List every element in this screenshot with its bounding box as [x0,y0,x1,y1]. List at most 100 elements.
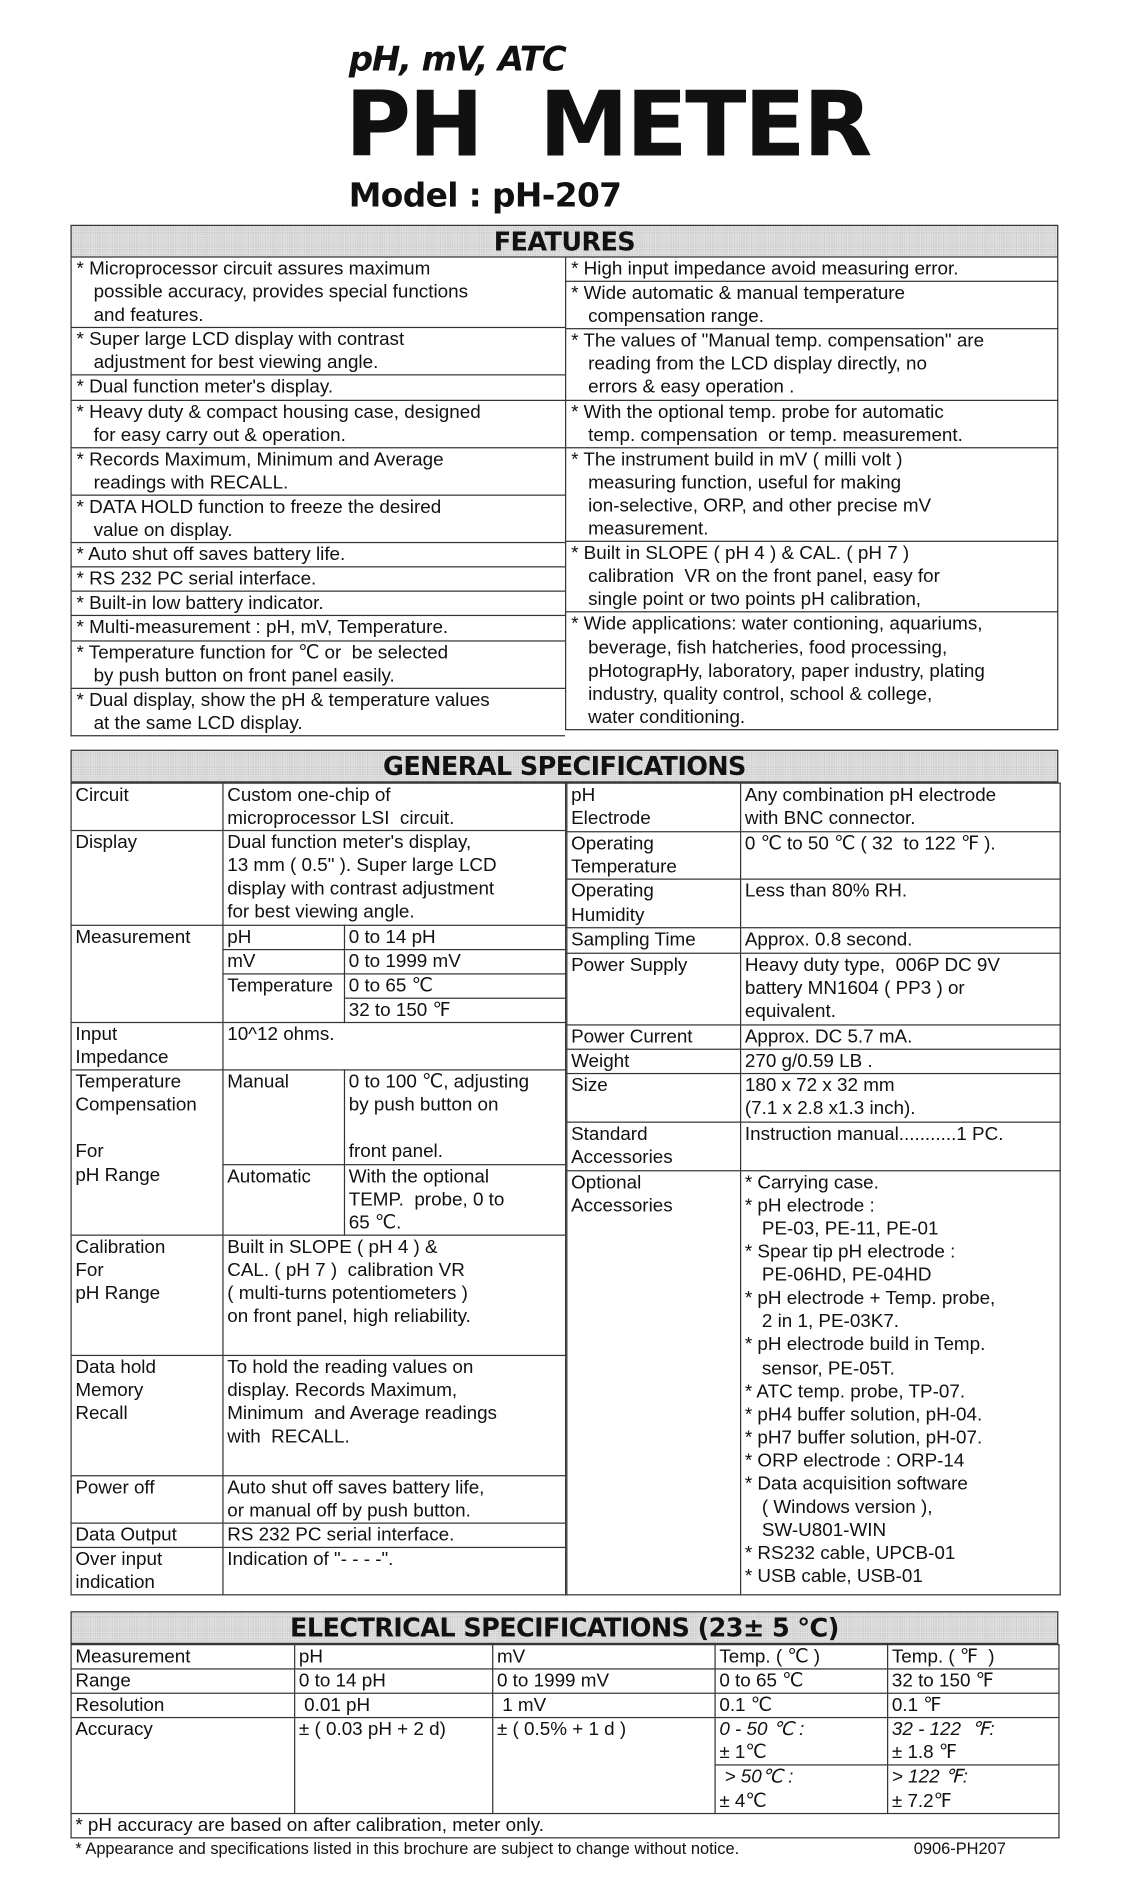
general-specs-heading: GENERAL SPECIFICATIONS [70,749,1059,783]
spec-row-temp-comp-auto: Automatic With the optional TEMP. probe, … [71,1163,567,1236]
spec-value: Less than 80% RH. [740,879,1061,929]
accessory-item: * ORP electrode : ORP-14 [744,1450,965,1472]
spec-label: Temperature Compensation For pH Range [70,1069,224,1236]
spec-value: With the optional TEMP. probe, 0 to 65 ℃… [343,1163,567,1236]
spec-value: Auto shut off saves battery life, or man… [222,1474,567,1524]
model-label: Model : pH-207 [348,177,622,216]
feature-item: * DATA HOLD function to freeze the desir… [70,495,566,544]
accessory-item: * pH electrode + Temp. probe, 2 in 1, PE… [744,1288,996,1333]
feature-item: * Dual display, show the pH & temperatur… [70,688,566,737]
spec-row-std-accessories: Standard Accessories Instruction manual..… [566,1121,1061,1172]
column-header: Temp. ( ℉ ) [887,1644,1060,1670]
table-cell: 0.01 pH [294,1692,494,1719]
spec-label: Weight [566,1048,742,1075]
subtitle: pH, mV, ATC [348,38,567,79]
table-cell: 32 - 122 ℉: ± 1.8 ℉ [887,1717,1060,1767]
spec-row-display: Display Dual function meter's display, 13… [70,830,567,926]
feature-item: * Wide applications: water contioning, a… [565,612,1059,731]
spec-label: Power Current [566,1023,742,1050]
spec-label: Over input indication [70,1546,224,1596]
feature-item: * Wide automatic & manual temperature co… [565,282,1059,330]
spec-value: 0 to 100 ℃, adjusting by push button on … [343,1069,567,1165]
row-label: Accuracy [70,1717,296,1814]
spec-row-power-supply: Power Supply Heavy duty type, 006P DC 9V … [566,952,1061,1026]
document-code: 0906-PH207 [913,1839,1006,1858]
table-cell: > 122 ℉: ± 7.2℉ [887,1764,1060,1814]
spec-value: 32 to 150 ℉ [343,997,567,1024]
spec-label: Circuit [70,782,224,832]
feature-item: * Auto shut off saves battery life. [70,543,566,568]
accuracy-value: ± 1.8 ℉ [891,1742,957,1764]
feature-item: * Temperature function for ℃ or be selec… [70,640,566,689]
spec-value: Any combination pH electrode with BNC co… [740,782,1061,832]
spec-value: 0 to 1999 mV [343,948,567,975]
spec-sublabel: Automatic [222,1163,346,1236]
optional-accessories-list: * Carrying case. * pH electrode : PE-03, … [740,1169,1061,1596]
spec-label: Sampling Time [566,927,742,954]
accuracy-range: 0 - 50 ℃ : [719,1719,805,1741]
feature-item: * With the optional temp. probe for auto… [565,400,1059,449]
feature-item: * The values of "Manual temp. compensati… [565,329,1059,401]
spec-value: Approx. DC 5.7 mA. [740,1023,1061,1050]
elec-resolution-row: Resolution 0.01 pH 1 mV 0.1 ℃ 0.1 ℉ [70,1692,1060,1719]
spec-label: Power Supply [566,952,742,1026]
accessory-item: * pH electrode : PE-03, PE-11, PE-01 [744,1195,939,1240]
accessory-item: * pH electrode build in Temp. sensor, PE… [744,1334,986,1379]
table-cell: > 50℃ : ± 4℃ [714,1764,889,1814]
spec-row-data-hold: Data hold Memory Recall To hold the readi… [70,1354,567,1477]
spec-label: Power off [70,1474,224,1524]
accuracy-range: > 122 ℉: [891,1767,968,1788]
feature-item: * Built-in low battery indicator. [70,592,566,617]
spec-value: 180 x 72 x 32 mm (7.1 x 2.8 x1.3 inch). [740,1073,1061,1123]
accessory-item: * pH7 buffer solution, pH-07. [744,1427,983,1449]
spec-row-op-temp: Operating Temperature 0 ℃ to 50 ℃ ( 32 to… [566,830,1061,881]
spec-value: 0 to 65 ℃ [343,972,567,999]
spec-value: 0 ℃ to 50 ℃ ( 32 to 122 ℉ ). [740,830,1061,881]
accuracy-value: ± 1℃ [719,1742,767,1764]
spec-sublabel: Temperature [222,972,346,1024]
electrical-specs-section: ELECTRICAL SPECIFICATIONS (23± 5 ℃) Meas… [70,1611,1060,1839]
features-left-column: * Microprocessor circuit assures maximum… [70,257,566,737]
spec-sublabel: Manual [222,1069,346,1165]
spec-label: Calibration For pH Range [70,1234,224,1356]
spec-value: RS 232 PC serial interface. [222,1522,567,1549]
spec-row-input-impedance: Input Impedance 10^12 ohms. [70,1021,567,1071]
table-cell: ± ( 0.03 pH + 2 d) [294,1717,494,1814]
spec-row-calibration: Calibration For pH Range Built in SLOPE (… [70,1234,567,1356]
spec-label: pH Electrode [566,782,742,832]
spec-value: Dual function meter's display, 13 mm ( 0… [222,830,567,926]
spec-row-ph-electrode: pH Electrode Any combination pH electrode… [566,782,1061,832]
feature-item: * RS 232 PC serial interface. [70,567,566,593]
row-label: Range [70,1668,296,1695]
feature-item: * Records Maximum, Minimum and Average r… [70,448,566,496]
spec-value: Custom one-chip of microprocessor LSI ci… [222,782,567,832]
spec-value: 10^12 ohms. [222,1021,567,1071]
feature-item: * Multi-measurement : pH, mV, Temperatur… [70,616,566,641]
table-cell: 0.1 ℃ [714,1692,889,1719]
spec-label: Input Impedance [70,1021,224,1071]
accessory-item: * USB cable, USB-01 [744,1566,923,1588]
accessory-item: * pH4 buffer solution, pH-04. [744,1404,983,1425]
spec-value: Heavy duty type, 006P DC 9V battery MN16… [740,952,1061,1026]
spec-label: Data Output [70,1522,224,1549]
elec-accuracy-row-high: > 50℃ : ± 4℃ > 122 ℉: ± 7.2℉ [71,1764,1060,1814]
spec-row-power-current: Power Current Approx. DC 5.7 mA. [566,1023,1061,1050]
accuracy-range: > 50℃ : [719,1767,794,1788]
feature-item: * Microprocessor circuit assures maximum… [70,257,566,329]
spec-row-data-output: Data Output RS 232 PC serial interface. [70,1522,567,1549]
feature-item: * The instrument build in mV ( milli vol… [565,448,1059,543]
accuracy-note: * pH accuracy are based on after calibra… [70,1812,1060,1839]
table-cell: ± ( 0.5% + 1 d ) [492,1717,716,1814]
spec-row-measurement-mv: mV 0 to 1999 mV [71,948,567,975]
accessory-item: * Spear tip pH electrode : PE-06HD, PE-0… [744,1241,956,1286]
general-specs-section: GENERAL SPECIFICATIONS Circuit Custom one… [70,749,1061,1596]
spec-label: Standard Accessories [566,1121,742,1172]
spec-row-measurement: Measurement pH 0 to 14 pH [70,924,567,1024]
spec-row-opt-accessories: Optional Accessories * Carrying case. * pH… [566,1169,1061,1596]
spec-row-weight: Weight 270 g/0.59 LB . [566,1048,1061,1075]
electrical-specs-heading: ELECTRICAL SPECIFICATIONS (23± 5 ℃) [70,1611,1059,1645]
spec-label: Size [566,1073,742,1123]
accessory-item: * Data acquisition software ( Windows ve… [744,1473,968,1541]
spec-label: Optional Accessories [566,1169,742,1596]
